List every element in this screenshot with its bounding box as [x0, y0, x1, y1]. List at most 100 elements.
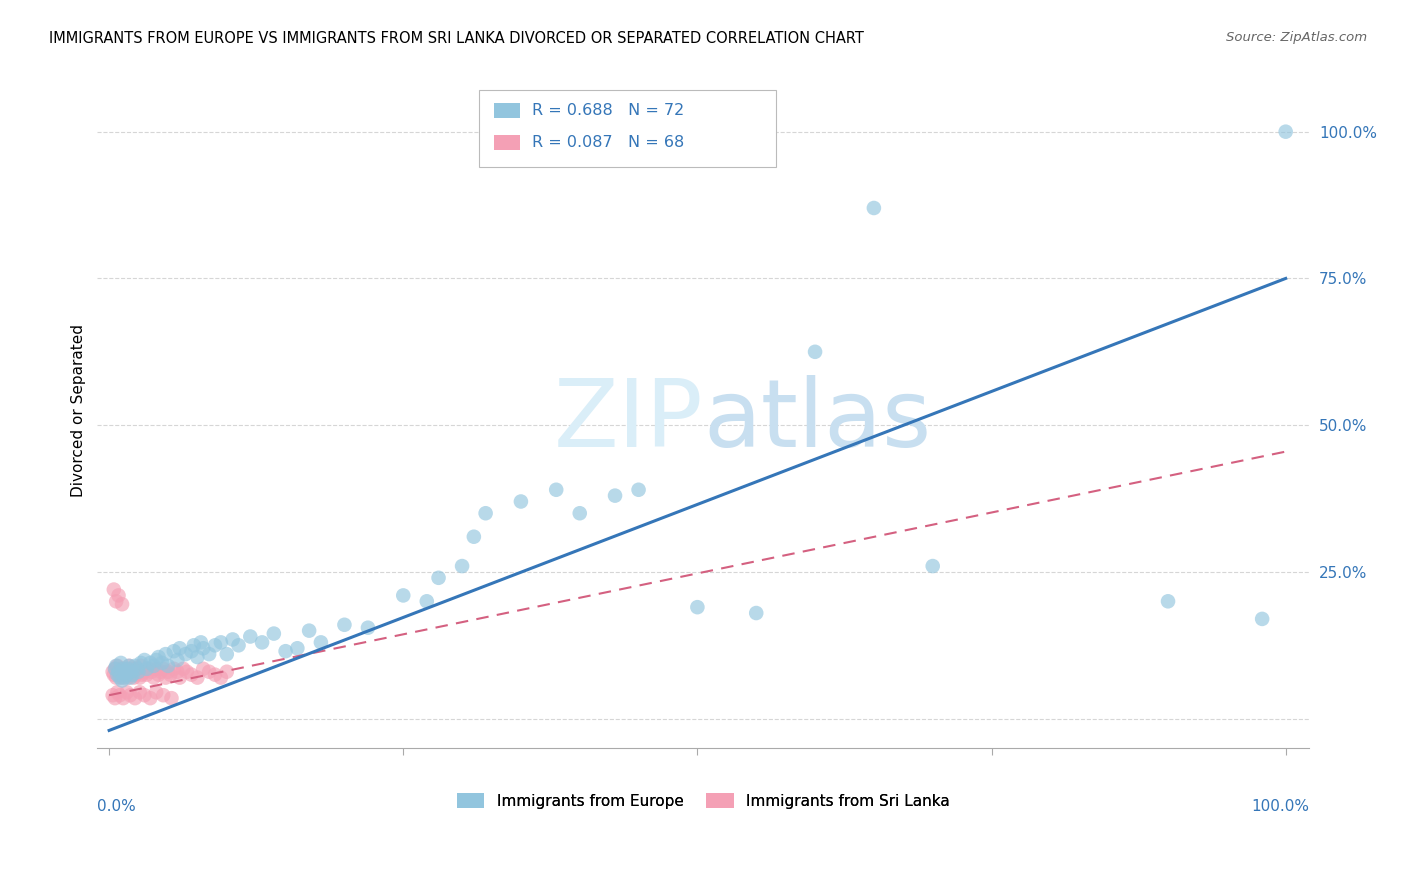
Point [568, 506, 591, 520]
Point [107, 589, 129, 603]
Point [159, 667, 181, 681]
Point [1274, 125, 1296, 139]
Point [114, 662, 136, 676]
Point [166, 653, 188, 667]
Point [204, 638, 226, 652]
Point [166, 665, 188, 679]
Point [250, 635, 273, 649]
Point [111, 671, 134, 685]
Point [128, 685, 150, 699]
Point [101, 688, 124, 702]
Point [104, 662, 127, 676]
Point [463, 530, 485, 544]
Point [180, 644, 202, 658]
Point [108, 671, 131, 685]
Text: R = 0.688   N = 72: R = 0.688 N = 72 [533, 103, 685, 118]
Point [145, 685, 167, 699]
Point [142, 671, 165, 685]
Point [115, 665, 138, 679]
Point [156, 658, 179, 673]
FancyBboxPatch shape [479, 90, 776, 168]
Point [135, 662, 157, 676]
Point [627, 483, 650, 497]
Point [221, 632, 243, 647]
Text: R = 0.087   N = 68: R = 0.087 N = 68 [533, 135, 685, 150]
Point [105, 658, 128, 673]
Point [509, 494, 531, 508]
Point [139, 656, 162, 670]
Point [148, 650, 170, 665]
Point [546, 483, 568, 497]
Point [120, 667, 142, 681]
Point [121, 665, 143, 679]
Point [134, 653, 156, 667]
Point [186, 650, 208, 665]
Text: 100.0%: 100.0% [1251, 798, 1309, 814]
Point [163, 644, 186, 658]
Point [152, 662, 174, 676]
Point [104, 691, 127, 706]
Point [152, 688, 174, 702]
Point [105, 658, 128, 673]
Point [186, 671, 208, 685]
Point [117, 671, 139, 685]
Point [198, 647, 221, 661]
Point [108, 688, 131, 702]
Point [163, 662, 186, 676]
Point [127, 662, 149, 676]
Point [127, 662, 149, 676]
Text: 0.0%: 0.0% [97, 798, 136, 814]
Point [180, 667, 202, 681]
Point [128, 665, 150, 679]
Point [112, 665, 135, 679]
Text: ZIP: ZIP [554, 375, 703, 467]
Point [142, 658, 165, 673]
Point [124, 665, 146, 679]
Point [118, 658, 141, 673]
Point [105, 594, 128, 608]
Point [122, 671, 145, 685]
Point [193, 641, 215, 656]
Point [239, 630, 262, 644]
Text: Source: ZipAtlas.com: Source: ZipAtlas.com [1226, 31, 1367, 45]
Point [131, 667, 153, 681]
Point [183, 638, 205, 652]
Point [129, 656, 152, 670]
Point [172, 662, 194, 676]
Point [209, 671, 232, 685]
Point [1157, 594, 1180, 608]
Point [112, 662, 135, 676]
Bar [494, 135, 520, 150]
Point [107, 665, 129, 679]
Point [129, 658, 152, 673]
Point [108, 667, 131, 681]
Point [228, 638, 250, 652]
Point [105, 671, 128, 685]
Point [169, 641, 191, 656]
Point [155, 671, 177, 685]
Point [112, 667, 135, 681]
Point [112, 691, 135, 706]
Legend: Immigrants from Europe, Immigrants from Sri Lanka: Immigrants from Europe, Immigrants from … [451, 787, 956, 814]
Point [112, 671, 135, 685]
Point [193, 662, 215, 676]
Point [110, 656, 132, 670]
Point [120, 671, 142, 685]
Point [357, 621, 380, 635]
Bar [494, 103, 520, 118]
Point [120, 688, 142, 702]
Point [274, 644, 297, 658]
Point [107, 665, 129, 679]
Point [115, 685, 138, 699]
Point [121, 665, 143, 679]
Point [215, 665, 238, 679]
Point [474, 506, 496, 520]
Point [863, 201, 886, 215]
Point [134, 688, 156, 702]
Point [141, 665, 163, 679]
Point [148, 667, 170, 681]
Point [298, 624, 321, 638]
Point [333, 617, 356, 632]
Point [135, 667, 157, 681]
Point [309, 635, 332, 649]
